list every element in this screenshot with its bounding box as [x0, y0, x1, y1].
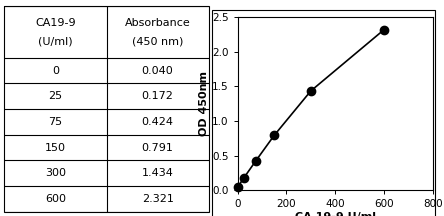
Y-axis label: OD 450nm: OD 450nm — [199, 71, 209, 136]
Text: 300: 300 — [45, 168, 66, 178]
Text: 0.040: 0.040 — [142, 66, 174, 76]
Text: 25: 25 — [48, 91, 63, 101]
Text: CA19-9: CA19-9 — [35, 18, 76, 28]
Text: 600: 600 — [45, 194, 66, 204]
Text: 150: 150 — [45, 143, 66, 152]
Text: 0.424: 0.424 — [142, 117, 174, 127]
Text: 0.791: 0.791 — [142, 143, 174, 152]
Text: (U/ml): (U/ml) — [38, 36, 73, 46]
Text: 0.172: 0.172 — [142, 91, 174, 101]
Text: 0: 0 — [52, 66, 59, 76]
Text: 1.434: 1.434 — [142, 168, 174, 178]
Text: 75: 75 — [48, 117, 63, 127]
Text: 2.321: 2.321 — [142, 194, 174, 204]
X-axis label: CA 19-9 U/ml: CA 19-9 U/ml — [295, 212, 376, 216]
Text: Absorbance: Absorbance — [125, 18, 190, 28]
Text: (450 nm): (450 nm) — [132, 36, 183, 46]
